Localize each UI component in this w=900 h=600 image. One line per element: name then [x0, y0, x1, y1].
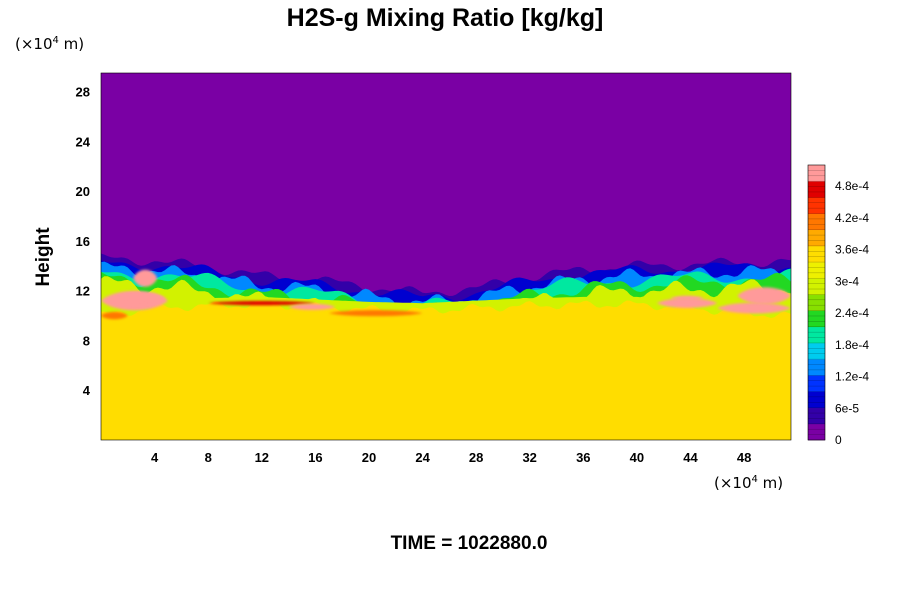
x-tick-label: 48 — [737, 450, 751, 465]
colorbar-swatch — [808, 181, 825, 198]
colorbar-tick-label: 6e-5 — [835, 401, 859, 415]
x-tick-label: 40 — [630, 450, 644, 465]
colorbar-swatch — [808, 375, 825, 392]
field-lower-layer — [101, 300, 791, 440]
colorbar-swatch — [808, 359, 825, 376]
field-streak — [101, 311, 128, 320]
x-tick-label: 24 — [415, 450, 430, 465]
x-axis-ticks: 4 8 12 16 20 24 28 32 36 40 44 48 — [151, 450, 751, 465]
y-axis-ticks: 4 8 12 16 20 24 28 — [76, 85, 91, 399]
y-axis-unit-exponent: 4 — [53, 35, 59, 46]
colorbar-tick-label: 3e-4 — [835, 274, 859, 288]
x-tick-label: 12 — [255, 450, 269, 465]
field-streak — [208, 301, 316, 306]
x-tick-label: 8 — [205, 450, 212, 465]
colorbar-swatch — [808, 245, 825, 263]
field-streak — [328, 310, 423, 317]
colorbar-tick-label: 4.8e-4 — [835, 179, 869, 193]
field-streak — [717, 302, 791, 314]
y-tick-label: 24 — [76, 134, 91, 149]
plot-frame — [100, 72, 792, 441]
y-axis-label: Height — [33, 227, 54, 287]
y-tick-label: 4 — [83, 383, 91, 398]
y-tick-label: 12 — [76, 284, 90, 299]
colorbar-swatch — [808, 423, 825, 441]
plot-area — [101, 73, 791, 440]
colorbar-tick-label: 1.2e-4 — [835, 370, 869, 384]
colorbar-labels: 4.8e-4 4.2e-4 3.6e-4 3e-4 2.4e-4 1.8e-4 1.2e-4… — [835, 179, 869, 447]
colorbar-tick-label: 0 — [835, 433, 842, 447]
colorbar-swatch — [808, 326, 825, 344]
colorbar-tick-label: 3.6e-4 — [835, 243, 869, 257]
colorbar-swatch — [808, 342, 825, 360]
colorbar-swatch — [808, 213, 825, 231]
field-streak — [670, 295, 704, 301]
colorbar-tick-label: 2.4e-4 — [835, 306, 869, 320]
colorbar-swatch — [808, 407, 825, 425]
y-axis-unit-prefix: (×10 — [15, 35, 53, 53]
y-tick-label: 20 — [76, 184, 90, 199]
colorbar — [807, 164, 826, 441]
chart-title: H2S-g Mixing Ratio [kg/kg] — [287, 4, 604, 32]
colorbar-tick-label: 4.2e-4 — [835, 211, 869, 225]
colorbar-swatch — [808, 391, 825, 408]
x-axis-unit: (×104 m) — [714, 474, 783, 492]
colorbar-swatch — [808, 278, 825, 295]
field-streak — [133, 269, 158, 287]
x-tick-label: 20 — [362, 450, 376, 465]
x-tick-label: 32 — [522, 450, 536, 465]
y-tick-label: 28 — [76, 85, 90, 100]
colorbar-swatch — [808, 262, 825, 279]
x-tick-label: 36 — [576, 450, 590, 465]
colorbar-swatch — [808, 197, 825, 214]
colorbar-swatch — [808, 165, 825, 182]
x-tick-label: 28 — [469, 450, 483, 465]
colorbar-swatch — [808, 294, 825, 311]
field-streak — [114, 292, 166, 305]
x-tick-label: 16 — [308, 450, 322, 465]
colorbar-tick-label: 1.8e-4 — [835, 338, 869, 352]
colorbar-swatch — [808, 229, 825, 247]
y-tick-label: 16 — [76, 234, 90, 249]
y-axis-unit-suffix: m) — [59, 35, 84, 53]
x-tick-label: 44 — [683, 450, 698, 465]
x-tick-label: 4 — [151, 450, 159, 465]
y-axis-unit: (×104 m) — [15, 35, 84, 53]
field-streak — [657, 298, 718, 309]
colorbar-frame — [807, 164, 826, 441]
time-label: TIME = 1022880.0 — [391, 533, 548, 554]
y-tick-label: 8 — [83, 334, 90, 349]
field-streak — [737, 287, 791, 305]
x-axis-unit-prefix: (×10 — [714, 474, 752, 492]
colorbar-swatch — [808, 310, 825, 328]
field-streak — [288, 303, 336, 310]
x-axis-unit-suffix: m) — [758, 474, 783, 492]
x-axis-unit-exponent: 4 — [752, 474, 758, 485]
